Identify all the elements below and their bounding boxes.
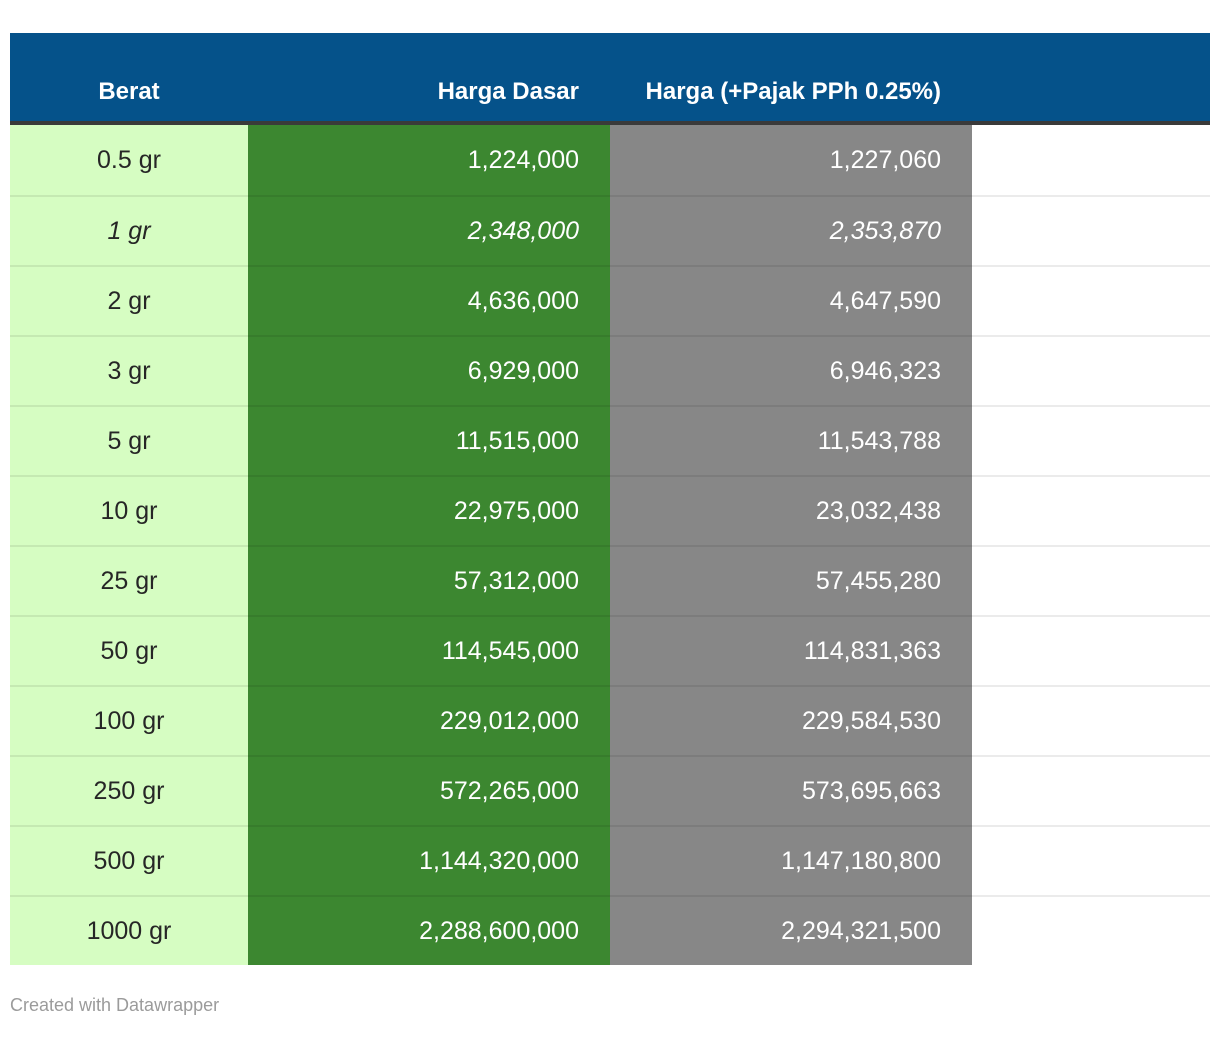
tax-price-cell: 4,647,590 [610, 265, 972, 335]
tax-price-cell: 573,695,663 [610, 755, 972, 825]
table-row: 50 gr 114,545,000 114,831,363 [10, 615, 1210, 685]
base-price-cell: 4,636,000 [248, 265, 610, 335]
tax-price-cell: 1,147,180,800 [610, 825, 972, 895]
tax-price-cell: 229,584,530 [610, 685, 972, 755]
spacer-cell [972, 615, 1210, 685]
base-price-cell: 1,224,000 [248, 125, 610, 195]
base-price-cell: 114,545,000 [248, 615, 610, 685]
base-price-cell: 22,975,000 [248, 475, 610, 545]
tax-price-cell: 11,543,788 [610, 405, 972, 475]
table-row: 100 gr 229,012,000 229,584,530 [10, 685, 1210, 755]
tax-price-cell: 114,831,363 [610, 615, 972, 685]
spacer-cell [972, 125, 1210, 195]
spacer-cell [972, 195, 1210, 265]
tax-price-cell: 1,227,060 [610, 125, 972, 195]
spacer-cell [972, 755, 1210, 825]
table-row: 0.5 gr 1,224,000 1,227,060 [10, 125, 1210, 195]
base-price-cell: 57,312,000 [248, 545, 610, 615]
table-header-row: Berat Harga Dasar Harga (+Pajak PPh 0.25… [10, 33, 1210, 125]
base-price-cell: 11,515,000 [248, 405, 610, 475]
table-row: 25 gr 57,312,000 57,455,280 [10, 545, 1210, 615]
base-price-cell: 1,144,320,000 [248, 825, 610, 895]
tax-price-cell: 2,353,870 [610, 195, 972, 265]
base-price-cell: 2,348,000 [248, 195, 610, 265]
base-price-cell: 229,012,000 [248, 685, 610, 755]
weight-cell: 100 gr [10, 685, 248, 755]
tax-price-cell: 23,032,438 [610, 475, 972, 545]
spacer-cell [972, 405, 1210, 475]
spacer-cell [972, 545, 1210, 615]
spacer-cell [972, 265, 1210, 335]
table-row: 2 gr 4,636,000 4,647,590 [10, 265, 1210, 335]
spacer-cell [972, 825, 1210, 895]
base-price-cell: 6,929,000 [248, 335, 610, 405]
spacer-cell [972, 895, 1210, 965]
spacer-cell [972, 475, 1210, 545]
tax-price-cell: 57,455,280 [610, 545, 972, 615]
weight-cell: 2 gr [10, 265, 248, 335]
price-table: Berat Harga Dasar Harga (+Pajak PPh 0.25… [10, 33, 1210, 965]
weight-cell: 3 gr [10, 335, 248, 405]
table-row: 3 gr 6,929,000 6,946,323 [10, 335, 1210, 405]
base-price-cell: 572,265,000 [248, 755, 610, 825]
tax-price-cell: 2,294,321,500 [610, 895, 972, 965]
base-price-cell: 2,288,600,000 [248, 895, 610, 965]
table-row: 10 gr 22,975,000 23,032,438 [10, 475, 1210, 545]
weight-cell: 10 gr [10, 475, 248, 545]
weight-cell: 25 gr [10, 545, 248, 615]
weight-cell: 50 gr [10, 615, 248, 685]
weight-cell: 0.5 gr [10, 125, 248, 195]
spacer-cell [972, 685, 1210, 755]
weight-cell: 5 gr [10, 405, 248, 475]
weight-cell: 500 gr [10, 825, 248, 895]
table-row: 250 gr 572,265,000 573,695,663 [10, 755, 1210, 825]
spacer-cell [972, 335, 1210, 405]
header-harga-pajak: Harga (+Pajak PPh 0.25%) [645, 78, 941, 106]
header-berat: Berat [98, 78, 160, 106]
table-row: 500 gr 1,144,320,000 1,147,180,800 [10, 825, 1210, 895]
weight-cell: 1 gr [10, 195, 248, 265]
weight-cell: 250 gr [10, 755, 248, 825]
datawrapper-credit-link[interactable]: Created with Datawrapper [10, 995, 220, 1015]
table-row: 1 gr 2,348,000 2,353,870 [10, 195, 1210, 265]
header-harga-dasar: Harga Dasar [437, 78, 579, 106]
table-row: 1000 gr 2,288,600,000 2,294,321,500 [10, 895, 1210, 965]
tax-price-cell: 6,946,323 [610, 335, 972, 405]
table-row: 5 gr 11,515,000 11,543,788 [10, 405, 1210, 475]
header-spacer [972, 33, 1210, 121]
weight-cell: 1000 gr [10, 895, 248, 965]
